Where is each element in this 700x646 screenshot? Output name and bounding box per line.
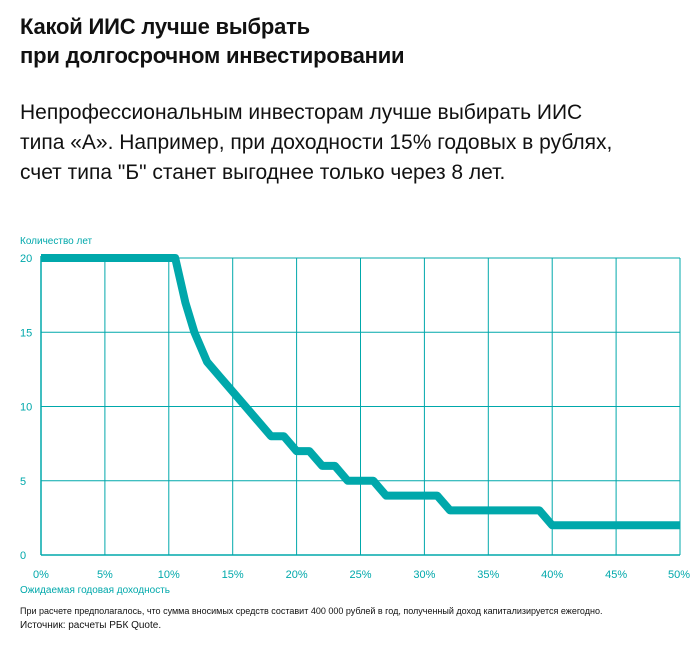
x-tick-label: 30% xyxy=(413,569,435,581)
series xyxy=(41,254,680,530)
x-tick-label: 50% xyxy=(668,569,690,581)
x-axis-label: Ожидаемая годовая доходность xyxy=(20,585,170,596)
axes xyxy=(40,256,680,556)
footnote: При расчете предполагалось, что сумма вн… xyxy=(20,606,603,616)
y-tick-label: 20 xyxy=(20,253,32,265)
y-tick-label: 15 xyxy=(20,327,32,339)
grid xyxy=(41,257,681,555)
line-chart: Количество лет 0 5 10 15 20 0% 5% 10% 15% 20% 25% 3… xyxy=(20,236,690,596)
x-tick-label: 45% xyxy=(605,569,627,581)
y-axis-label: Количество лет xyxy=(20,236,93,247)
x-tick-label: 5% xyxy=(97,569,113,581)
x-tick-label: 35% xyxy=(477,569,499,581)
x-tick-label: 25% xyxy=(349,569,371,581)
x-tick-label: 0% xyxy=(33,569,49,581)
x-tick-label: 40% xyxy=(541,569,563,581)
x-tick-label: 20% xyxy=(286,569,308,581)
x-tick-label: 15% xyxy=(222,569,244,581)
subtitle-line: типа «А». Например, при доходности 15% г… xyxy=(20,131,613,154)
tick-labels: 0 5 10 15 20 0% 5% 10% 15% 20% 25% 30% 35% 40% 45% 50% xyxy=(20,253,690,581)
title-line: Какой ИИС лучше выбрать xyxy=(20,14,311,39)
y-tick-label: 5 xyxy=(20,476,26,488)
subtitle-line: счет типа "Б" станет выгоднее только чер… xyxy=(20,161,506,184)
y-tick-label: 0 xyxy=(20,550,26,562)
subtitle: Непрофессиональным инвесторам лучше выби… xyxy=(20,98,680,188)
page-title: Какой ИИС лучше выбрать при долгосрочном… xyxy=(20,12,405,70)
title-line: при долгосрочном инвестировании xyxy=(20,43,405,68)
series-line xyxy=(41,254,680,530)
source-note: Источник: расчеты РБК Quote. xyxy=(20,620,162,631)
x-tick-label: 10% xyxy=(158,569,180,581)
y-tick-label: 10 xyxy=(20,402,32,414)
subtitle-line: Непрофессиональным инвесторам лучше выби… xyxy=(20,101,583,124)
